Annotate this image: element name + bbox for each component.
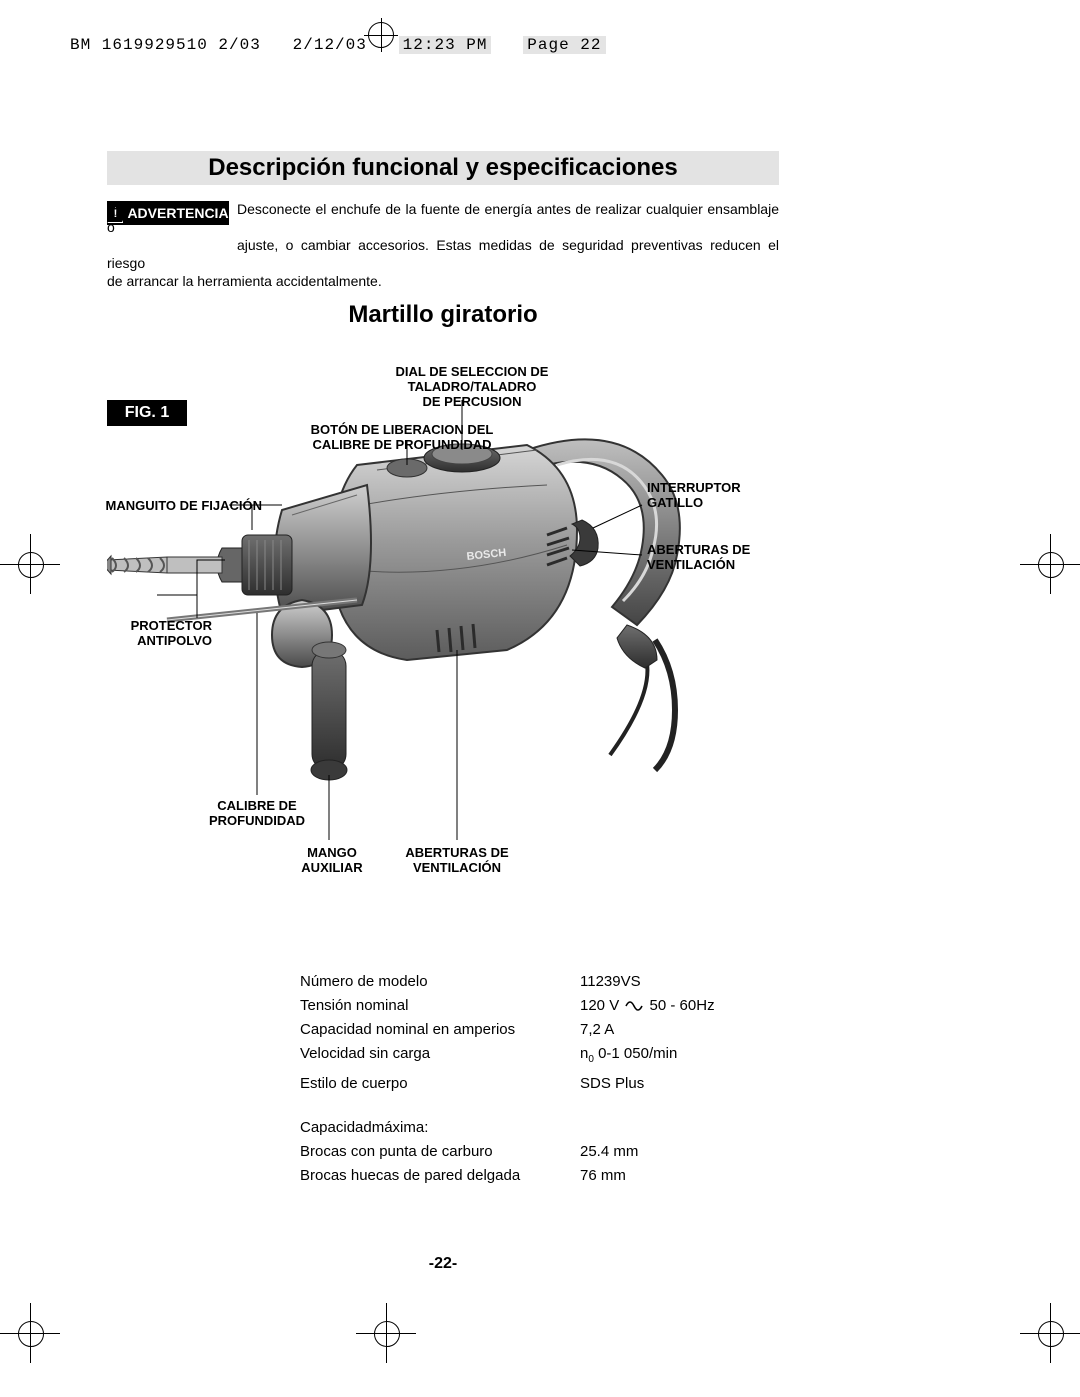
spec-row: Brocas con punta de carburo 25.4 mm	[300, 1140, 770, 1164]
warning-text: Desconecte el enchufe de la fuente de en…	[107, 200, 779, 290]
doc-date: 2/12/03	[293, 36, 367, 54]
page-number: -22-	[107, 1255, 779, 1273]
spec-row: Tensión nominal 120 V 50 - 60Hz	[300, 994, 770, 1018]
doc-page-label: Page 22	[523, 36, 605, 54]
print-header: BM 1619929510 2/03 2/12/03 12:23 PM Page…	[70, 36, 606, 54]
header-registration-mark	[368, 22, 394, 48]
specifications: Número de modelo 11239VS Tensión nominal…	[300, 970, 770, 1188]
registration-mark	[1026, 540, 1074, 588]
spec-row: Número de modelo 11239VS	[300, 970, 770, 994]
callout-protector: PROTECTOR ANTIPOLVO	[102, 618, 212, 648]
callout-aberturas-side: ABERTURAS DE VENTILACIÓN	[647, 542, 767, 572]
registration-mark	[1026, 1309, 1074, 1357]
spec-row: Capacidad nominal en amperios 7,2 A	[300, 1018, 770, 1042]
page: BM 1619929510 2/03 2/12/03 12:23 PM Page…	[0, 0, 1080, 1397]
spec-capacity-header: Capacidadmáxima:	[300, 1116, 770, 1140]
spec-row: Velocidad sin carga n0 0-1 050/min	[300, 1042, 770, 1072]
tool-diagram: BOSCH	[107, 350, 779, 930]
callout-aberturas-bottom: ABERTURAS DE VENTILACIÓN	[397, 845, 517, 875]
registration-mark	[6, 1309, 54, 1357]
callout-dial: DIAL DE SELECCION DE TALADRO/TALADRO DE …	[337, 364, 607, 409]
spec-row: Estilo de cuerpo SDS Plus	[300, 1072, 770, 1096]
callout-calibre: CALIBRE DE PROFUNDIDAD	[197, 798, 317, 828]
callout-manguito: MANGUITO DE FIJACIÓN	[92, 498, 262, 513]
callout-interruptor: INTERRUPTOR GATILLO	[647, 480, 767, 510]
product-title: Martillo giratorio	[107, 301, 779, 329]
section-title: Descripción funcional y especificaciones	[107, 151, 779, 185]
callout-mango: MANGO AUXILIAR	[287, 845, 377, 875]
callout-boton: BOTÓN DE LIBERACION DEL CALIBRE DE PROFU…	[297, 422, 507, 452]
spec-row: Brocas huecas de pared delgada 76 mm	[300, 1164, 770, 1188]
registration-mark	[6, 540, 54, 588]
doc-time: 12:23 PM	[399, 36, 492, 54]
registration-mark	[362, 1309, 410, 1357]
sine-icon	[625, 1000, 643, 1012]
doc-id: BM 1619929510 2/03	[70, 36, 261, 54]
